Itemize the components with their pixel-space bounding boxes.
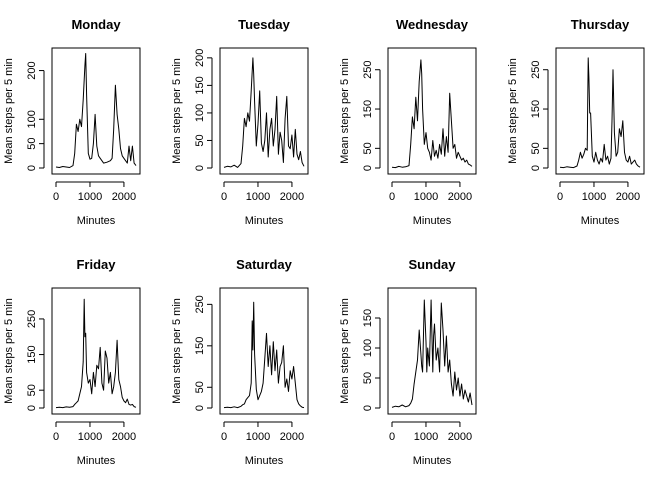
panel-title: Saturday <box>236 257 292 272</box>
x-tick-label: 0 <box>221 191 227 203</box>
x-axis-label: Minutes <box>413 455 452 467</box>
y-tick-label: 200 <box>26 61 38 79</box>
panel-wednesday: Wednesday 0 1000 2000 0 50 150 250 Minutes Mean s… <box>339 17 477 227</box>
y-tick-label: 200 <box>194 49 206 67</box>
y-axis-label: Mean steps per 5 min <box>3 298 15 404</box>
y-tick-label: 50 <box>194 134 206 146</box>
x-tick-label: 2000 <box>112 191 136 203</box>
x-tick-label: 0 <box>389 431 395 443</box>
y-tick-label: 150 <box>362 100 374 118</box>
x-tick-label: 0 <box>221 431 227 443</box>
x-tick-label: 1000 <box>582 191 606 203</box>
x-axis-label: Minutes <box>77 455 116 467</box>
y-axis-label: Mean steps per 5 min <box>3 58 15 164</box>
x-tick-label: 2000 <box>112 431 136 443</box>
plot-frame <box>219 47 309 175</box>
y-tick-label: 150 <box>362 309 374 327</box>
y-tick-label: 0 <box>194 405 206 411</box>
y-tick-label: 50 <box>530 142 542 154</box>
x-tick-label: 2000 <box>448 191 472 203</box>
y-tick-label: 150 <box>194 76 206 94</box>
y-tick-label: 50 <box>362 372 374 384</box>
plot-frame <box>51 287 141 415</box>
plot-frame <box>219 287 309 415</box>
x-tick-label: 2000 <box>448 431 472 443</box>
y-tick-label: 50 <box>26 384 38 396</box>
x-tick-label: 1000 <box>246 431 270 443</box>
plot-frame <box>555 47 645 175</box>
series-line <box>223 301 305 409</box>
series-line <box>391 299 473 408</box>
series-line <box>55 53 137 168</box>
x-tick-label: 0 <box>53 431 59 443</box>
plot-frame <box>51 47 141 175</box>
y-tick-label: 100 <box>362 339 374 357</box>
x-tick-label: 2000 <box>280 431 304 443</box>
panel-title: Tuesday <box>238 17 291 32</box>
panel-title: Thursday <box>571 17 630 32</box>
panel-friday: Friday 0 1000 2000 0 50 150 250 Minutes Mean step… <box>3 257 141 467</box>
panel-title: Sunday <box>409 257 457 272</box>
x-axis-label: Minutes <box>245 215 284 227</box>
series-line <box>223 57 305 168</box>
x-tick-label: 0 <box>389 191 395 203</box>
x-axis-label: Minutes <box>413 215 452 227</box>
panel-saturday: Saturday 0 1000 2000 0 50 150 250 Minutes Mean st… <box>171 257 309 467</box>
panel-title: Friday <box>76 257 116 272</box>
y-tick-label: 250 <box>194 295 206 313</box>
panel-title: Monday <box>71 17 121 32</box>
series-line <box>559 57 641 169</box>
x-tick-label: 0 <box>53 191 59 203</box>
y-axis-label: Mean steps per 5 min <box>339 298 351 404</box>
panel-monday: Monday 0 1000 2000 0 50 100 200 Minutes Mean step… <box>3 17 141 227</box>
x-tick-label: 1000 <box>414 431 438 443</box>
x-tick-label: 1000 <box>78 191 102 203</box>
x-axis-label: Minutes <box>245 455 284 467</box>
y-tick-label: 50 <box>362 142 374 154</box>
y-tick-label: 50 <box>194 381 206 393</box>
y-tick-label: 0 <box>362 165 374 171</box>
x-tick-label: 0 <box>557 191 563 203</box>
plot-frame <box>387 47 477 175</box>
y-axis-label: Mean steps per 5 min <box>339 58 351 164</box>
panel-sunday: Sunday 0 1000 2000 0 50 100 150 Minutes Mean step… <box>339 257 477 467</box>
y-axis-label: Mean steps per 5 min <box>507 58 519 164</box>
y-axis-label: Mean steps per 5 min <box>171 58 183 164</box>
y-tick-label: 0 <box>26 405 38 411</box>
x-tick-label: 2000 <box>280 191 304 203</box>
y-axis-label: Mean steps per 5 min <box>171 298 183 404</box>
y-tick-label: 150 <box>194 337 206 355</box>
x-axis-label: Minutes <box>581 215 620 227</box>
panel-thursday: Thursday 0 1000 2000 0 50 150 250 Minutes Mean st… <box>507 17 645 227</box>
panel-tuesday: Tuesday 0 1000 2000 0 50 100 150 200 Minutes Mean … <box>171 17 309 227</box>
y-tick-label: 0 <box>194 165 206 171</box>
panel-title: Wednesday <box>396 17 469 32</box>
y-tick-label: 150 <box>530 100 542 118</box>
series-line <box>55 298 137 409</box>
y-tick-label: 100 <box>194 104 206 122</box>
y-tick-label: 250 <box>362 61 374 79</box>
y-tick-label: 0 <box>26 165 38 171</box>
y-tick-label: 250 <box>26 310 38 328</box>
x-tick-label: 1000 <box>78 431 102 443</box>
x-tick-label: 1000 <box>414 191 438 203</box>
x-tick-label: 2000 <box>616 191 640 203</box>
y-tick-label: 0 <box>362 405 374 411</box>
y-tick-label: 150 <box>26 345 38 363</box>
plot-frame <box>387 287 477 415</box>
y-tick-label: 0 <box>530 165 542 171</box>
x-axis-label: Minutes <box>77 215 116 227</box>
y-tick-label: 50 <box>26 138 38 150</box>
x-tick-label: 1000 <box>246 191 270 203</box>
series-line <box>391 59 473 169</box>
y-tick-label: 250 <box>530 61 542 79</box>
y-tick-label: 100 <box>26 110 38 128</box>
